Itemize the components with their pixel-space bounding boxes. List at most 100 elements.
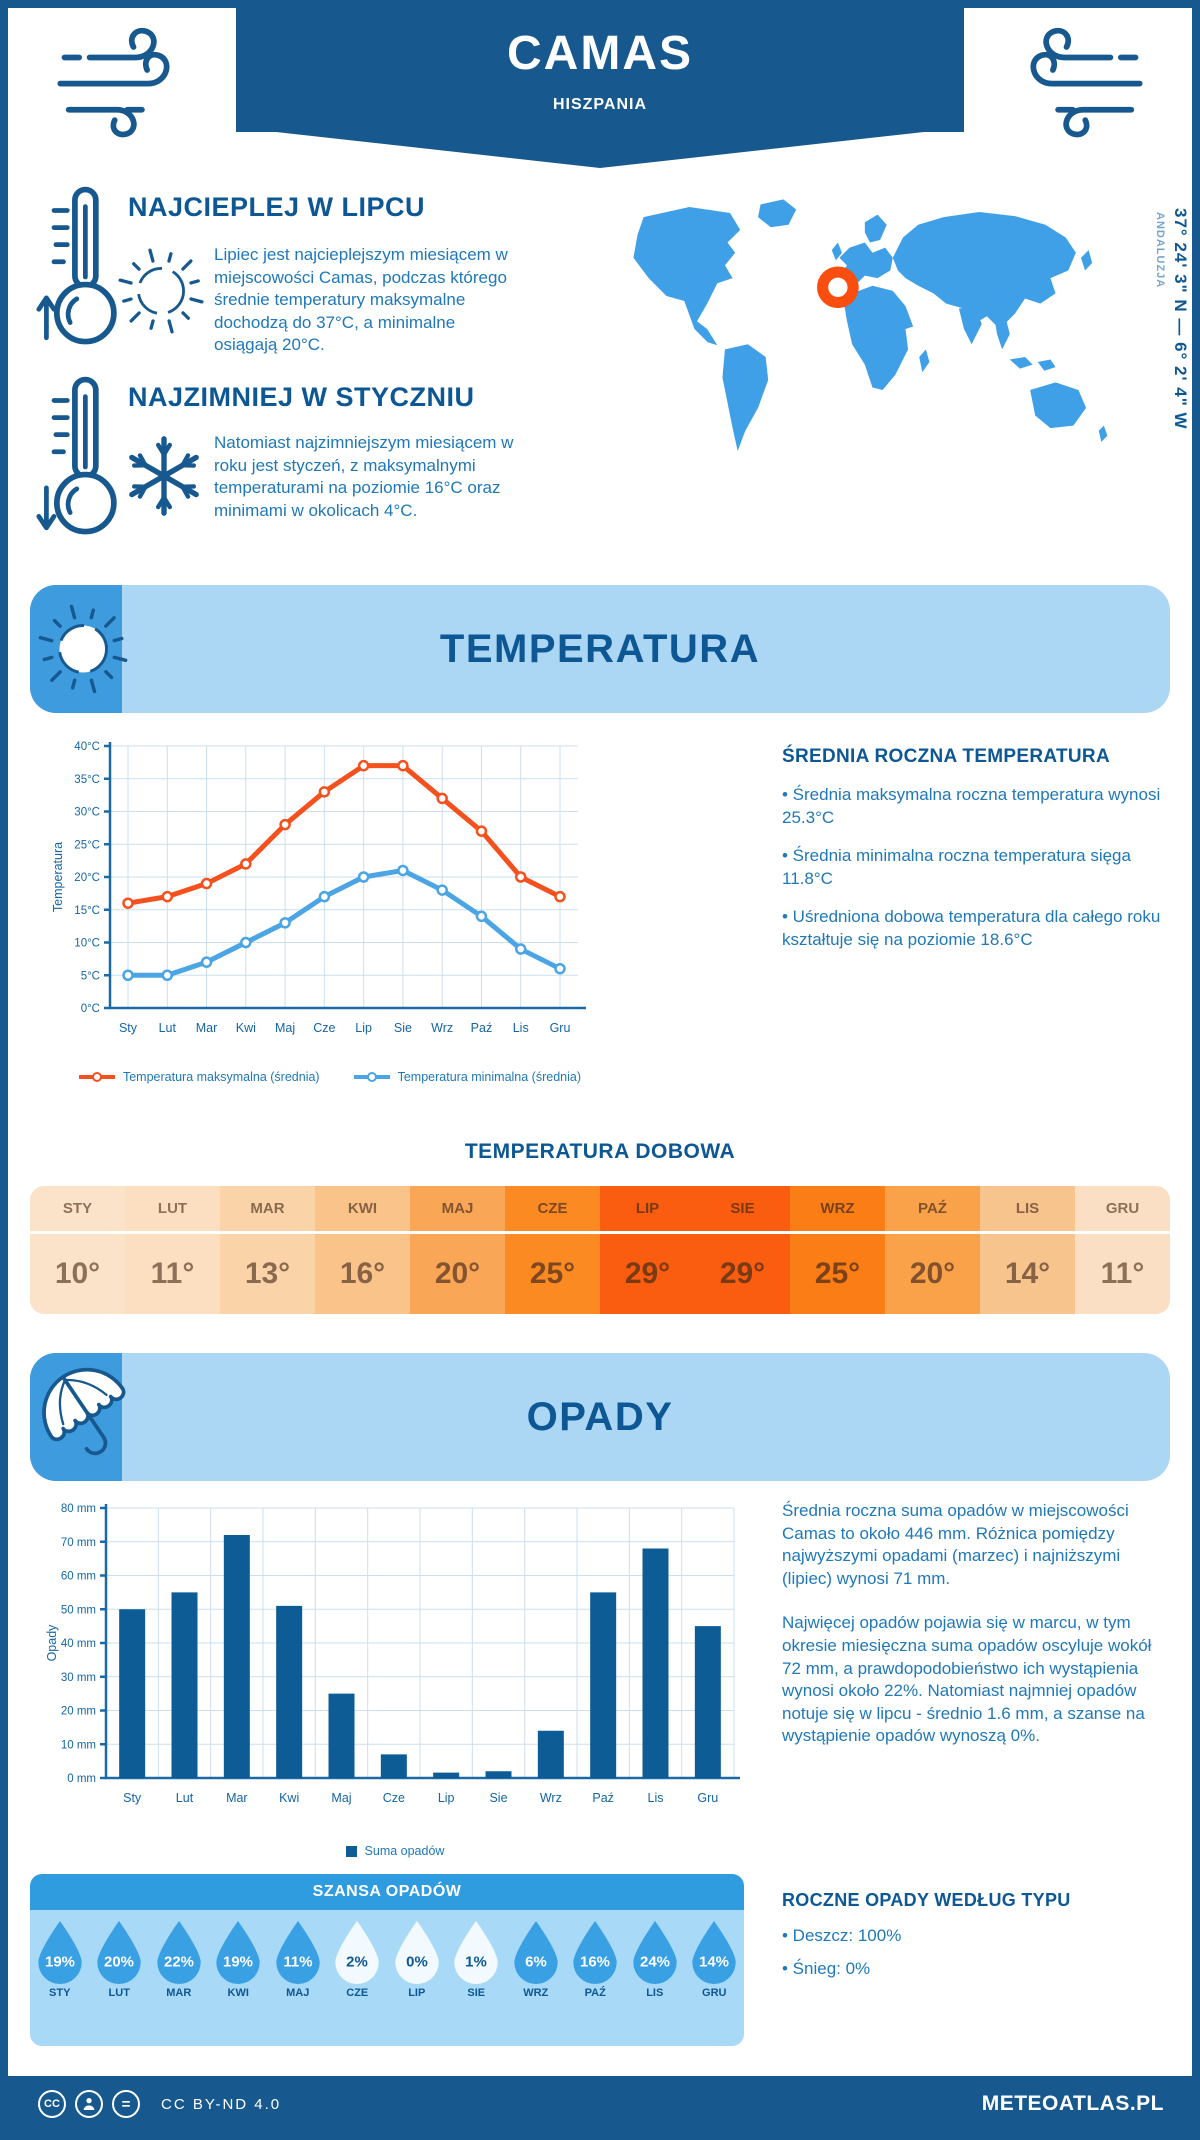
month-cell-value: 29°	[624, 1257, 671, 1290]
droplet: 14% GRU	[688, 1920, 740, 1999]
droplet-value: 20%	[104, 1953, 134, 1970]
x-tick-label: Cze	[383, 1791, 405, 1805]
sun-icon	[118, 248, 204, 334]
legend-item: Temperatura maksymalna (średnia)	[78, 1070, 320, 1084]
world-map	[608, 176, 1142, 482]
droplet-value: 14%	[699, 1953, 729, 1970]
temperature-bullet: • Uśredniona dobowa temperatura dla całe…	[782, 907, 1161, 950]
month-cell: STY 10°	[30, 1186, 125, 1314]
month-cell: PAŹ 20°	[885, 1186, 980, 1314]
temperature-summary: ŚREDNIA ROCZNA TEMPERATURA • Średnia mak…	[782, 746, 1174, 952]
x-tick-label: Maj	[275, 1021, 295, 1035]
precipitation-paragraph: Średnia roczna suma opadów w miejscowośc…	[782, 1501, 1129, 1588]
cc-by-icon	[75, 2090, 103, 2118]
precipitation-summary: Średnia roczna suma opadów w miejscowośc…	[782, 1500, 1174, 1748]
data-point	[161, 969, 174, 981]
droplet-icon: 0%	[395, 1921, 439, 1984]
month-cell-label: SIE	[695, 1186, 790, 1234]
x-tick-label: Kwi	[279, 1791, 299, 1805]
month-cell-value: 20°	[909, 1257, 956, 1290]
y-tick-label: 15°C	[74, 905, 100, 917]
bar	[485, 1771, 512, 1778]
footer: CC = CC BY-ND 4.0 METEOATLAS.PL	[8, 2076, 1192, 2132]
bar	[433, 1772, 460, 1778]
temperature-bullet: • Średnia maksymalna roczna temperatura …	[782, 785, 1161, 827]
month-cell-value: 25°	[529, 1257, 576, 1290]
month-cell: KWI 16°	[315, 1186, 410, 1314]
x-tick-label: Cze	[313, 1021, 335, 1035]
month-cell: GRU 11°	[1075, 1186, 1170, 1314]
droplet-icon: 20%	[97, 1921, 141, 1984]
x-tick-label: Sty	[119, 1021, 138, 1035]
coldest-title: NAJZIMNIEJ W STYCZNIU	[128, 382, 475, 412]
droplet-value: 1%	[465, 1953, 487, 1970]
x-tick-label: Lip	[355, 1021, 372, 1035]
continents	[633, 199, 1108, 452]
month-cell: MAJ 20°	[410, 1186, 505, 1314]
data-point	[514, 943, 527, 955]
month-cell: SIE 29°	[695, 1186, 790, 1314]
month-cell-label: CZE	[505, 1186, 600, 1234]
data-point	[279, 818, 291, 831]
umbrella-icon	[42, 1367, 126, 1456]
droplet-icon: 6%	[514, 1921, 558, 1984]
droplet: 22% MAR	[153, 1920, 205, 1999]
droplet-icon: 22%	[157, 1921, 201, 1984]
header-ribbon-notch	[276, 132, 924, 168]
droplet-icon: 19%	[216, 1921, 260, 1984]
precipitation-banner: OPADY	[30, 1353, 1170, 1481]
x-tick-label: Mar	[196, 1021, 218, 1035]
month-cell-value: 29°	[719, 1257, 766, 1290]
y-tick-label: 60 mm	[61, 1571, 96, 1583]
droplet: 19% KWI	[212, 1920, 264, 1999]
data-point	[397, 864, 409, 877]
droplet-month-label: MAJ	[286, 1987, 310, 1999]
month-cell-label: STY	[30, 1186, 125, 1234]
month-cell-label: LIP	[600, 1186, 695, 1234]
region-label: ANDALUZJA	[1154, 212, 1166, 289]
month-cell: MAR 13°	[220, 1186, 315, 1314]
month-cell: LIS 14°	[980, 1186, 1075, 1314]
data-point	[357, 759, 370, 772]
precipitation-section-title: OPADY	[526, 1394, 674, 1439]
y-tick-label: 25°C	[74, 839, 100, 851]
temperature-section-title: TEMPERATURA	[439, 626, 761, 671]
droplet-month-label: LUT	[108, 1987, 130, 1999]
series-line	[125, 763, 563, 906]
x-tick-label: Kwi	[236, 1021, 256, 1035]
x-tick-label: Mar	[226, 1791, 248, 1805]
droplet-month-label: LIP	[408, 1987, 426, 1999]
page-subtitle: HISZPANIA	[552, 96, 648, 113]
precipitation-type-bullet: • Śnieg: 0%	[782, 1958, 871, 1978]
x-tick-label: Maj	[331, 1791, 351, 1805]
month-cell-label: WRZ	[790, 1186, 885, 1234]
month-cell-value: 14°	[1004, 1257, 1051, 1290]
y-tick-label: 10°C	[74, 938, 100, 950]
droplet-month-label: STY	[49, 1987, 71, 1999]
droplet-icon: 16%	[573, 1921, 617, 1984]
license-icons: CC = CC BY-ND 4.0	[38, 2090, 281, 2118]
y-tick-label: 20 mm	[61, 1706, 96, 1718]
y-tick-label: 70 mm	[61, 1537, 96, 1549]
y-tick-label: 30 mm	[61, 1672, 96, 1684]
precipitation-type-bullet: • Deszcz: 100%	[782, 1926, 902, 1945]
temperature-bullet: • Średnia minimalna roczna temperatura s…	[782, 846, 1131, 888]
precipitation-type: ROCZNE OPADY WEDŁUG TYPU • Deszcz: 100% …	[782, 1890, 1174, 1980]
x-tick-label: Sie	[394, 1021, 412, 1035]
droplet-month-label: GRU	[702, 1987, 727, 1999]
y-tick-label: 5°C	[81, 970, 100, 982]
droplet-value: 16%	[580, 1953, 610, 1970]
precipitation-chance-box: SZANSA OPADÓW 19% STY 20% LUT 22% MAR 19% KWI 11…	[30, 1874, 744, 2046]
month-cell-value: 25°	[814, 1257, 861, 1290]
header-corner-right	[964, 8, 1192, 154]
droplet: 1% SIE	[450, 1920, 502, 1999]
month-cell-label: LUT	[125, 1186, 220, 1234]
data-point	[318, 786, 331, 798]
x-tick-label: Paź	[471, 1021, 493, 1035]
sun-core	[137, 267, 185, 315]
data-point	[436, 884, 448, 896]
y-tick-label: 50 mm	[61, 1604, 96, 1616]
x-tick-label: Lis	[648, 1791, 664, 1805]
location-marker	[817, 266, 859, 309]
